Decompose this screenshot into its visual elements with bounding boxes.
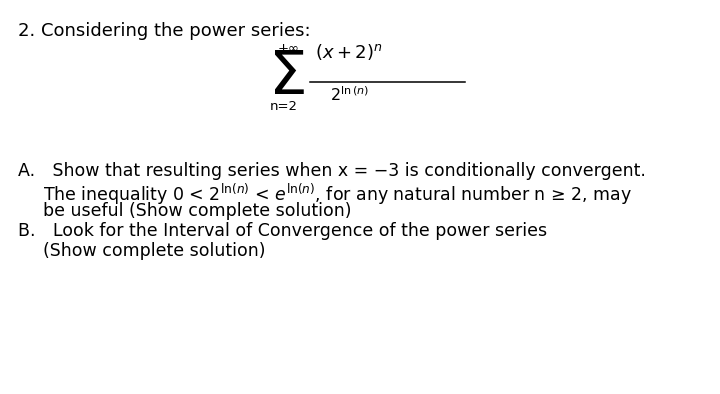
Text: +∞: +∞ bbox=[278, 42, 300, 55]
Text: be useful (Show complete solution): be useful (Show complete solution) bbox=[43, 202, 351, 220]
Text: n=2: n=2 bbox=[270, 100, 298, 113]
Text: 2. Considering the power series:: 2. Considering the power series: bbox=[18, 22, 310, 40]
Text: $2^{\ln{(n)}}$: $2^{\ln{(n)}}$ bbox=[330, 85, 369, 104]
Text: $(x + 2)^{n}$: $(x + 2)^{n}$ bbox=[315, 42, 382, 62]
Text: B. Look for the Interval of Convergence of the power series: B. Look for the Interval of Convergence … bbox=[18, 222, 547, 240]
Text: (Show complete solution): (Show complete solution) bbox=[43, 242, 266, 260]
Text: The inequality 0 < $2^{\ln(n)}$ < $e^{\ln(n)}$, for any natural number n ≥ 2, ma: The inequality 0 < $2^{\ln(n)}$ < $e^{\l… bbox=[43, 182, 632, 207]
Text: $\Sigma$: $\Sigma$ bbox=[268, 48, 305, 107]
Text: A. Show that resulting series when x = −3 is conditionally convergent.: A. Show that resulting series when x = −… bbox=[18, 162, 646, 180]
